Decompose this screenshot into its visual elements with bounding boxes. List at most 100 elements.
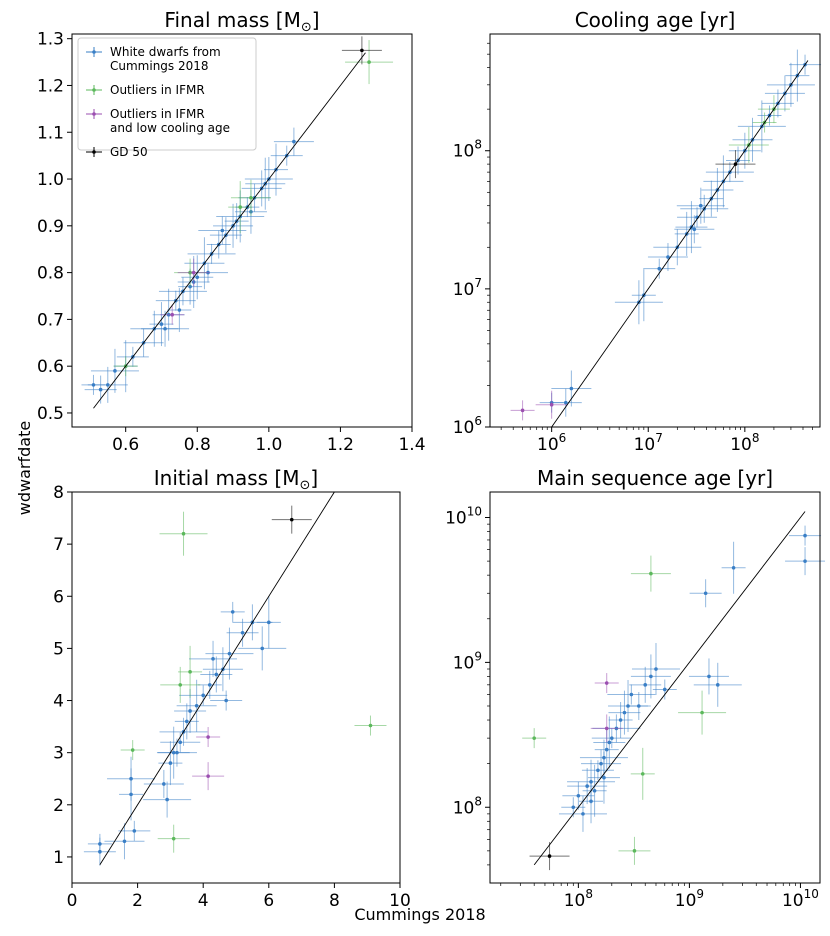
- data-point: [226, 618, 259, 647]
- data-point: [591, 728, 632, 749]
- y-ticks-cooling_age: 106 107 108: [453, 42, 490, 438]
- y-tick-label: 6: [53, 587, 64, 607]
- legend-label: Outliers in IFMR: [110, 83, 205, 97]
- data-point: [157, 824, 190, 853]
- data-point: [143, 769, 184, 798]
- x-tick-label: 1010: [782, 887, 819, 911]
- panel-title-final_mass: Final mass [M⊙]: [164, 8, 319, 35]
- data-point: [156, 738, 197, 767]
- data-point: [220, 601, 245, 622]
- data-point: [678, 690, 727, 735]
- data-point: [677, 207, 718, 228]
- panel-title-ms_age: Main sequence age [yr]: [537, 466, 773, 490]
- figure-xlabel: Cummings 2018: [354, 905, 485, 924]
- data-point: [522, 728, 547, 749]
- x-ticks-final_mass: 0.6 0.8 1.0 1.2 1.4: [112, 427, 426, 455]
- panel-title-initial_mass: Initial mass [M⊙]: [154, 466, 318, 493]
- data-point: [273, 127, 314, 156]
- data-point: [354, 715, 387, 736]
- data-point: [590, 714, 623, 743]
- one-to-one-line-ms_age: [533, 511, 806, 866]
- series-ms_age-outlier: [522, 555, 727, 865]
- x-tick-label: 108: [564, 887, 593, 911]
- data-point: [789, 525, 822, 546]
- y-tick-label: 3: [53, 744, 64, 764]
- data-point: [158, 741, 183, 786]
- series-initial_mass-outlier_low_age: [192, 727, 225, 791]
- y-tick-label: 5: [53, 639, 64, 659]
- y-tick-label: 0.5: [37, 404, 64, 424]
- series-initial_mass-gd50: [271, 505, 312, 534]
- x-tick-label: 0.6: [112, 435, 139, 455]
- data-point: [167, 288, 192, 333]
- axes-frame-cooling_age: [489, 33, 821, 428]
- data-point: [689, 579, 722, 608]
- x-tick-label: 106: [537, 431, 566, 455]
- data-point: [87, 366, 128, 403]
- data-point: [176, 679, 217, 732]
- y-tick-label: 8: [53, 483, 64, 503]
- y-tick-label: 109: [453, 649, 482, 673]
- y-tick-label: 108: [453, 794, 482, 818]
- x-tick-label: 10: [389, 891, 411, 911]
- data-point: [256, 596, 281, 649]
- y-tick-label: 1010: [445, 505, 482, 529]
- y-ticks-ms_age: 108 109 1010: [445, 505, 490, 866]
- data-point: [228, 181, 253, 234]
- data-point: [587, 751, 620, 804]
- data-point: [582, 764, 607, 817]
- y-tick-label: 0.9: [37, 217, 64, 237]
- y-tick-label: 1.0: [37, 170, 64, 190]
- y-tick-label: 106: [453, 414, 482, 438]
- y-ticks-final_mass: 0.5 0.6 0.7 0.8 0.9 1.0 1.1 1.2 1.3: [37, 30, 72, 424]
- data-point: [196, 727, 221, 748]
- legend-entry: GD 50: [86, 145, 148, 159]
- y-tick-label: 1.3: [37, 30, 64, 50]
- data-point: [83, 837, 116, 866]
- data-point: [785, 547, 826, 576]
- series-cooling_age-main: [539, 49, 822, 417]
- data-point: [608, 690, 641, 735]
- data-point: [630, 747, 655, 800]
- x-tick-label: 1.0: [255, 435, 282, 455]
- x-tick-label: 6: [263, 891, 274, 911]
- y-tick-label: 0.6: [37, 357, 64, 377]
- data-point: [721, 541, 746, 594]
- data-point: [341, 36, 382, 65]
- data-point: [160, 732, 201, 753]
- one-to-one-line-cooling_age: [551, 60, 809, 428]
- legend-entry: Outliers in IFMR: [86, 83, 205, 97]
- data-point: [177, 258, 210, 287]
- data-point: [160, 304, 185, 325]
- data-point: [630, 555, 671, 592]
- data-point: [345, 40, 394, 85]
- x-ticks-initial_mass: 0 2 4 6 8 10: [67, 883, 411, 911]
- series-final_mass-main: [81, 127, 314, 404]
- x-tick-label: 107: [634, 431, 663, 455]
- y-tick-label: 1.1: [37, 123, 64, 143]
- y-tick-label: 1: [53, 848, 64, 868]
- y-tick-label: 2: [53, 796, 64, 816]
- data-point: [143, 781, 192, 818]
- data-point: [118, 820, 151, 841]
- x-tick-label: 4: [198, 891, 209, 911]
- one-to-one-line-final_mass: [93, 52, 366, 409]
- data-point: [652, 679, 677, 700]
- series-cooling_age-outlier_low_age: [510, 390, 568, 421]
- data-point: [160, 666, 201, 703]
- legend-label: and low cooling age: [110, 121, 230, 135]
- series-final_mass-outlier_low_age: [160, 258, 210, 325]
- data-point: [643, 258, 676, 279]
- data-point: [174, 703, 199, 740]
- y-tick-label: 1.2: [37, 76, 64, 96]
- series-ms_age-outlier_low_age: [590, 673, 623, 743]
- data-point: [192, 762, 225, 791]
- y-tick-label: 108: [453, 138, 482, 162]
- data-point: [230, 179, 271, 216]
- data-point: [119, 768, 144, 821]
- series-initial_mass-outlier: [120, 511, 387, 853]
- y-tick-label: 4: [53, 692, 64, 712]
